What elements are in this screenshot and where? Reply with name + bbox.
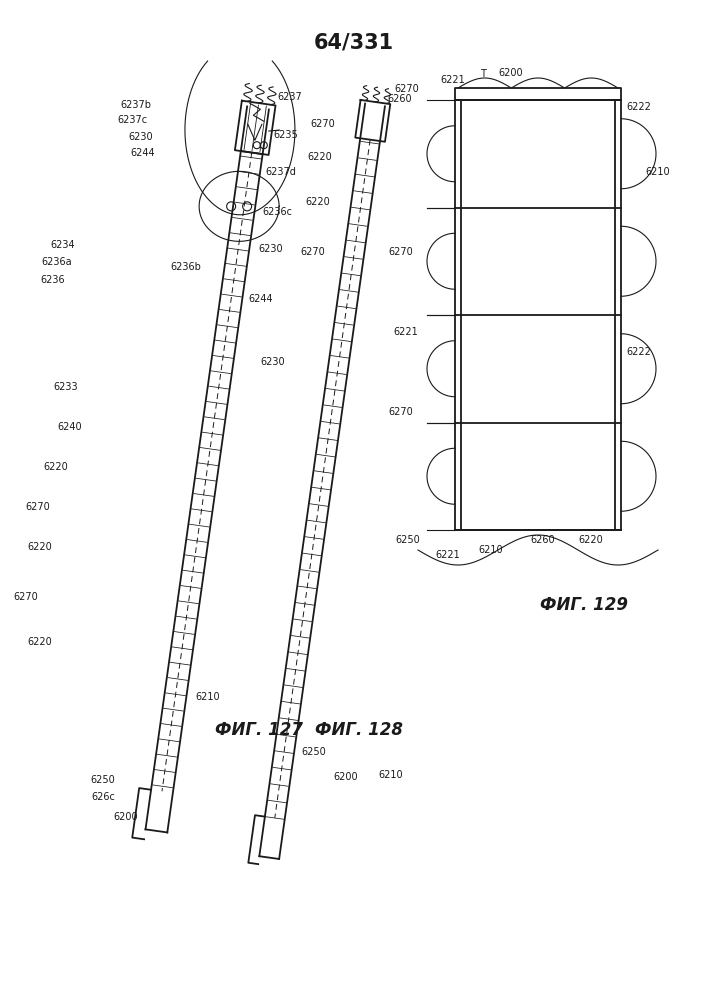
Text: 6244: 6244 [130, 148, 155, 158]
Text: 6220: 6220 [578, 535, 603, 545]
Text: 6270: 6270 [25, 502, 50, 512]
Text: 626c: 626c [91, 792, 115, 802]
Text: 6200: 6200 [334, 772, 358, 782]
Text: ФИГ. 127: ФИГ. 127 [215, 721, 303, 739]
Text: 6237b: 6237b [120, 100, 151, 110]
Text: 6244: 6244 [248, 294, 273, 304]
Text: 6230: 6230 [129, 132, 153, 142]
Text: 6210: 6210 [378, 770, 402, 780]
Text: 6240: 6240 [57, 422, 82, 432]
Text: 6221: 6221 [435, 550, 460, 560]
Text: 6220: 6220 [28, 637, 52, 647]
Text: 6236b: 6236b [170, 262, 201, 272]
Text: 6236: 6236 [40, 275, 65, 285]
Text: ФИГ. 128: ФИГ. 128 [315, 721, 403, 739]
Text: 6200: 6200 [113, 812, 138, 822]
Text: 6222: 6222 [626, 102, 651, 112]
Text: 6221: 6221 [440, 75, 464, 85]
Text: ФИГ. 129: ФИГ. 129 [540, 596, 628, 614]
Text: 6237c: 6237c [118, 115, 148, 125]
Text: 6221: 6221 [393, 327, 418, 337]
Text: 6222: 6222 [626, 347, 651, 357]
Text: 6230: 6230 [260, 357, 285, 367]
Text: 6233: 6233 [53, 382, 78, 392]
Text: 64/331: 64/331 [313, 32, 394, 52]
Text: 6260: 6260 [387, 94, 411, 104]
Text: 6260: 6260 [530, 535, 554, 545]
Text: 6220: 6220 [28, 542, 52, 552]
Text: 6220: 6220 [305, 197, 330, 207]
Text: 6210: 6210 [645, 167, 670, 177]
Text: 6250: 6250 [301, 747, 326, 757]
Text: 6270: 6270 [388, 407, 413, 417]
Text: 6210: 6210 [478, 545, 503, 555]
Text: 6250: 6250 [90, 775, 115, 785]
Text: T: T [480, 69, 486, 79]
Text: 6270: 6270 [310, 119, 335, 129]
Text: 6236c: 6236c [262, 207, 292, 217]
Text: 6210: 6210 [195, 692, 220, 702]
Text: 6220: 6220 [308, 152, 332, 162]
Text: 6250: 6250 [395, 535, 420, 545]
Text: 6234: 6234 [50, 240, 75, 250]
Text: 6230: 6230 [258, 244, 283, 254]
Text: 6237: 6237 [277, 92, 302, 102]
Text: 6200: 6200 [498, 68, 522, 78]
Text: 6270: 6270 [388, 247, 413, 257]
Text: 6237d: 6237d [265, 167, 296, 177]
Text: 6220: 6220 [43, 462, 68, 472]
Text: 6270: 6270 [300, 247, 325, 257]
Text: 6236a: 6236a [42, 257, 72, 267]
Text: 6270: 6270 [13, 592, 38, 602]
Text: 6235: 6235 [273, 130, 298, 140]
Text: 6270: 6270 [394, 84, 419, 94]
